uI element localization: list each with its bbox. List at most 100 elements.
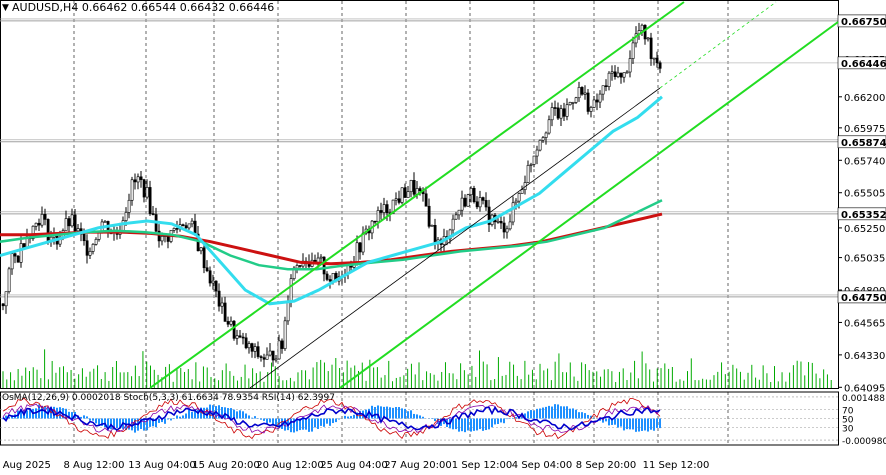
candle-body — [103, 221, 107, 223]
candle-body — [379, 210, 383, 213]
candle-body — [580, 87, 584, 95]
price-level-label: 0.65352 — [841, 210, 886, 221]
time-axis-label: 8 Aug 12:00 — [63, 460, 124, 471]
candle-body — [64, 218, 68, 231]
current-price-label: 0.66446 — [841, 59, 886, 70]
candle-body — [31, 225, 35, 240]
candle-body — [547, 119, 551, 134]
candle-body — [22, 243, 26, 248]
time-axis-label: 25 Aug 04:00 — [320, 460, 387, 471]
candle-body — [280, 340, 284, 349]
candle-body — [466, 194, 470, 207]
candle-body — [265, 354, 269, 360]
candle-body — [181, 224, 185, 226]
candle-body — [10, 253, 14, 270]
candle-body — [175, 228, 179, 230]
candle-body — [604, 85, 608, 88]
candle-body — [13, 253, 17, 257]
candle-body — [583, 92, 587, 95]
candle-body — [157, 230, 161, 242]
time-axis-label: 1 Sep 12:00 — [452, 460, 512, 471]
candle-body — [628, 58, 632, 73]
candle-body — [190, 220, 194, 225]
price-axis-label: 0.65250 — [844, 224, 885, 235]
time-axis-label: 8 Sep 20:00 — [576, 460, 636, 471]
candle-body — [130, 179, 134, 201]
candle-body — [499, 220, 503, 224]
candle-body — [475, 201, 479, 208]
candle-body — [205, 267, 209, 272]
candle-body — [382, 204, 386, 213]
candle-body — [232, 320, 236, 339]
candle-body — [655, 57, 659, 64]
candle-body — [571, 102, 575, 104]
oscillator-level-label: 70 — [842, 407, 854, 417]
candle-body — [16, 255, 20, 263]
candle-body — [199, 247, 203, 252]
candle-body — [148, 187, 152, 214]
candle-body — [535, 149, 539, 157]
candle-body — [511, 202, 515, 223]
candle-body — [7, 268, 11, 292]
candle-body — [400, 187, 404, 203]
candle-body — [361, 232, 365, 253]
candle-body — [226, 321, 230, 325]
candle-body — [463, 197, 467, 207]
oscillator-level-label: 30 — [842, 425, 854, 435]
price-level-tag — [837, 207, 886, 221]
candle-body — [4, 291, 8, 307]
candle-body — [34, 222, 38, 227]
candle-body — [223, 302, 227, 322]
candle-body — [40, 214, 44, 226]
rsi-line — [2, 403, 661, 434]
time-axis-label: 27 Aug 20:00 — [384, 460, 451, 471]
candle-body — [250, 343, 254, 352]
candle-body — [208, 270, 212, 284]
candle-body — [70, 214, 74, 227]
price-axis-label: 0.64330 — [844, 351, 885, 362]
oscillator-level-label: 50 — [842, 416, 854, 426]
candle-body — [76, 228, 80, 232]
price-axis-label: 0.64095 — [844, 383, 885, 394]
current-price-tag — [837, 56, 886, 70]
candle-body — [508, 221, 512, 230]
candle-body — [196, 233, 200, 252]
candle-body — [610, 71, 614, 74]
candle-body — [46, 219, 50, 243]
candle-body — [496, 220, 500, 223]
candle-body — [553, 107, 557, 109]
candle-body — [502, 222, 506, 233]
price-axis-label: 0.65505 — [844, 189, 885, 200]
candle-body — [574, 97, 578, 103]
price-axis-label: 0.65035 — [844, 254, 885, 265]
candle-body — [526, 165, 530, 183]
candle-body — [82, 233, 86, 242]
candle-body — [238, 335, 242, 338]
candle-body — [625, 71, 629, 74]
price-axis-label: 0.66200 — [844, 93, 885, 104]
time-axis-label: 15 Aug 20:00 — [192, 460, 259, 471]
candle-body — [520, 189, 524, 194]
triangle-down-icon[interactable]: ▼ — [2, 3, 9, 13]
candle-body — [568, 102, 572, 106]
candle-body — [325, 273, 329, 280]
candle-body — [262, 357, 266, 360]
indicator-legend: OsMA(12,26,9) 0.0002018 Stoch(5,3,3) 61.… — [2, 393, 335, 403]
candle-body — [454, 214, 458, 220]
candle-body — [283, 320, 287, 349]
price-level-label: 0.64750 — [841, 293, 886, 304]
candle-body — [541, 137, 545, 141]
candle-body — [256, 346, 260, 357]
candle-body — [517, 193, 521, 202]
candle-body — [403, 187, 407, 198]
candle-body — [19, 243, 23, 263]
price-level-tag — [837, 135, 886, 149]
candle-body — [376, 210, 380, 223]
candle-body — [202, 247, 206, 269]
candle-body — [652, 57, 656, 60]
candle-body — [142, 179, 146, 198]
price-axis-label: 0.64565 — [844, 318, 885, 329]
candle-body — [649, 37, 653, 59]
